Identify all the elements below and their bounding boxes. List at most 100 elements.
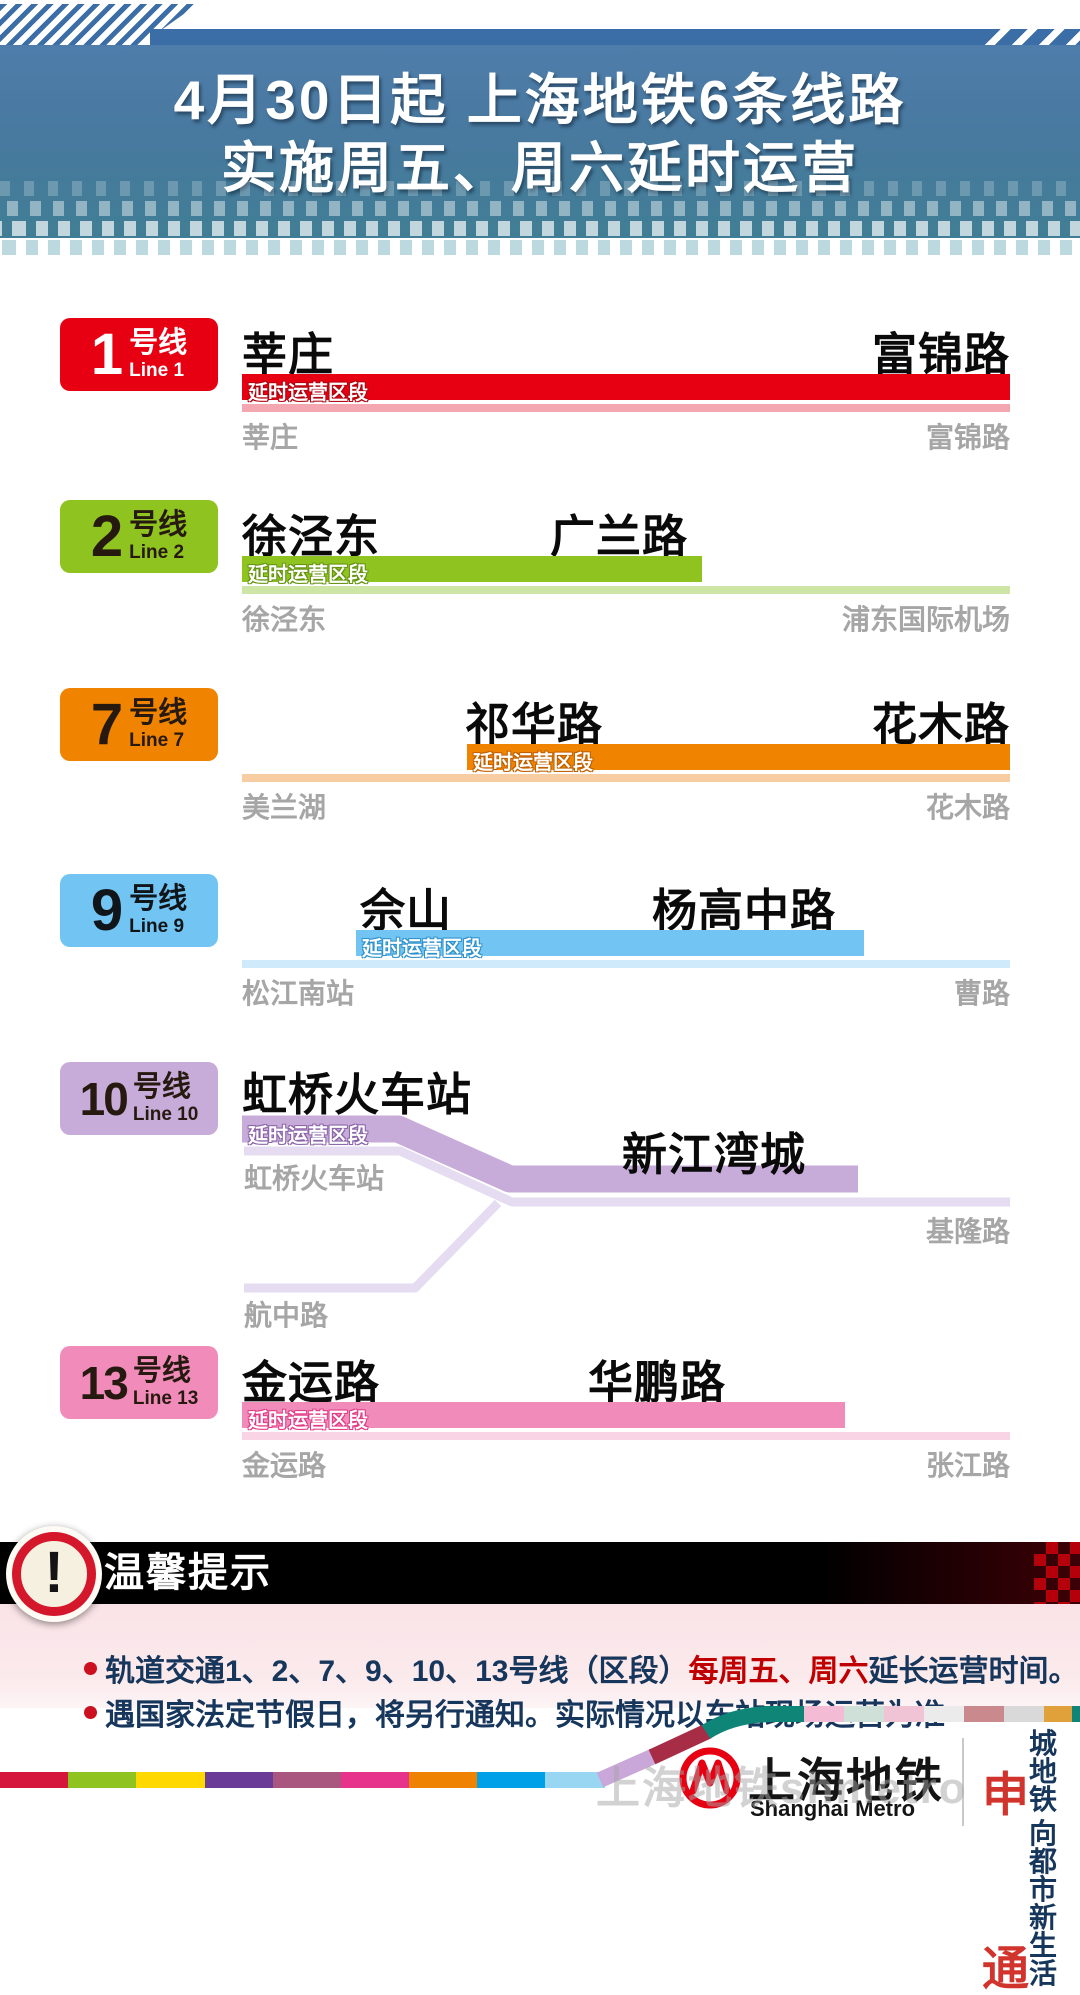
line-sub: Line 1 — [129, 360, 185, 381]
line-unit: 号线 — [129, 327, 188, 359]
terminal-label: 美兰湖 — [242, 792, 327, 823]
header-stripe-bar — [150, 29, 1080, 46]
header-dissolve-row2 — [0, 201, 1080, 216]
notice-title-bar: 温馨提示 — [0, 1542, 1080, 1604]
full-line-bar — [242, 586, 1010, 594]
delayed-segment-bar: 延时运营区段 — [242, 374, 1010, 404]
terminal-label: 基隆路 — [925, 1216, 1010, 1247]
footer-divider — [962, 1738, 964, 1826]
line-unit: 号线 — [129, 883, 188, 915]
segment-label: 延时运营区段 — [248, 564, 368, 586]
delayed-segment-bar: 延时运营区段 — [242, 1402, 845, 1432]
station-name: 金运路 — [242, 1357, 381, 1408]
full-line-bar — [242, 960, 1010, 968]
segment-label: 延时运营区段 — [362, 938, 482, 960]
line-10-branch-diagram — [242, 1115, 1010, 1293]
station-name: 祁华路 — [465, 699, 604, 750]
terminal-label: 曹路 — [953, 978, 1010, 1009]
warning-icon: ! — [6, 1526, 102, 1622]
station-name: 虹桥火车站 — [242, 1069, 473, 1120]
line-13-section: 13 号线 Line 13 金运路 华鹏路 延时运营区段 金运路 张江路 — [60, 1346, 1020, 1486]
bullet-highlight: 每周五、周六 — [688, 1655, 869, 1688]
line-unit: 号线 — [129, 509, 188, 541]
line-sub: Line 9 — [129, 916, 185, 937]
shanghai-metro-logo-icon — [679, 1747, 741, 1809]
line-number: 2 — [90, 503, 124, 569]
bullet-text: 延长运营时间。 — [868, 1655, 1079, 1688]
line-number: 13 — [79, 1356, 129, 1409]
segment-label: 延时运营区段 — [248, 1125, 368, 1147]
line-sub: Line 2 — [129, 542, 185, 563]
terminal-label: 徐泾东 — [242, 604, 327, 635]
slogan-text: 城地铁 — [1029, 1728, 1058, 1815]
slogan-text: 向都市新生活 — [1029, 1818, 1058, 1989]
header-dissolve-row4 — [0, 240, 1080, 255]
line-1-badge: 1 号线 Line 1 — [60, 318, 218, 391]
terminal-label: 莘庄 — [242, 422, 299, 453]
brand-name-english: Shanghai Metro — [750, 1796, 916, 1821]
line-number: 1 — [90, 321, 124, 387]
header-banner: 4月30日起 上海地铁6条线路 实施周五、周六延时运营 — [0, 45, 1080, 238]
full-line-bar — [242, 404, 1010, 412]
station-name: 杨高中路 — [652, 885, 837, 936]
header-dissolve-row1 — [0, 181, 1080, 196]
line-number: 10 — [79, 1072, 129, 1125]
line-9-badge: 9 号线 Line 9 — [60, 874, 218, 947]
notice-title: 温馨提示 — [104, 1551, 272, 1595]
notice-bullet-1: 轨道交通1、2、7、9、10、13号线（区段）每周五、周六延长运营时间。 — [84, 1646, 1078, 1690]
station-name: 莘庄 — [242, 329, 335, 380]
line-10-badge: 10 号线 Line 10 — [60, 1062, 218, 1135]
page-title-line1: 4月30日起 上海地铁6条线路 — [173, 69, 907, 131]
warning-icon-ring — [12, 1532, 96, 1616]
bullet-dot-icon — [84, 1706, 97, 1719]
full-line-bar — [242, 1432, 1010, 1440]
line-number: 7 — [90, 691, 124, 757]
line-unit: 号线 — [129, 697, 188, 729]
full-line-bar — [242, 774, 1010, 782]
line-unit: 号线 — [132, 1071, 191, 1103]
line-13-badge: 13 号线 Line 13 — [60, 1346, 218, 1419]
line-10-section: 10 号线 Line 10 虹桥火车站 新江湾城 延时运营区段 虹桥火车站 基隆… — [0, 1058, 1080, 1343]
line-7-section: 7 号线 Line 7 祁华路 花木路 延时运营区段 美兰湖 花木路 — [60, 688, 1020, 828]
line-9-section: 9 号线 Line 9 佘山 杨高中路 延时运营区段 松江南站 曹路 — [60, 874, 1020, 1014]
station-name: 广兰路 — [550, 511, 689, 562]
line-9-diagram: 佘山 杨高中路 延时运营区段 松江南站 曹路 — [242, 874, 1010, 1014]
line-unit: 号线 — [132, 1355, 191, 1387]
segment-label: 延时运营区段 — [248, 1410, 368, 1432]
delayed-segment-bar: 延时运营区段 — [467, 744, 1010, 774]
station-name: 花木路 — [871, 699, 1010, 750]
header-dissolve-row3 — [0, 221, 1080, 236]
terminal-label: 航中路 — [244, 1300, 329, 1331]
line-2-section: 2 号线 Line 2 徐泾东 广兰路 延时运营区段 徐泾东 浦东国际机场 — [60, 500, 1020, 640]
segment-label: 延时运营区段 — [248, 382, 368, 404]
station-name: 佘山 — [360, 885, 453, 936]
line-7-diagram: 祁华路 花木路 延时运营区段 美兰湖 花木路 — [242, 688, 1010, 828]
delayed-segment-bar: 延时运营区段 — [242, 556, 702, 586]
line-sub: Line 13 — [132, 1388, 199, 1409]
footer-slogan: 申 城地铁 通 向都市新生活 — [982, 1728, 1080, 1993]
brand-name-chinese: 上海地铁 — [748, 1754, 944, 1807]
delayed-segment-bar: 延时运营区段 — [356, 930, 864, 960]
watermark-text: 上海地铁shmetro — [596, 1764, 968, 1813]
line-number: 9 — [90, 877, 124, 943]
station-name: 徐泾东 — [242, 511, 381, 562]
footer-ribbon-decoration — [0, 1706, 1080, 1788]
line-1-section: 1 号线 Line 1 莘庄 富锦路 延时运营区段 莘庄 富锦路 — [60, 318, 1020, 458]
line-1-diagram: 莘庄 富锦路 延时运营区段 莘庄 富锦路 — [242, 318, 1010, 458]
segment-label: 延时运营区段 — [473, 752, 593, 774]
line-2-badge: 2 号线 Line 2 — [60, 500, 218, 573]
terminal-label: 虹桥火车站 — [244, 1163, 385, 1194]
terminal-label: 浦东国际机场 — [841, 604, 1010, 635]
terminal-label: 松江南站 — [242, 978, 355, 1009]
bullet-dot-icon — [84, 1662, 97, 1675]
station-name: 新江湾城 — [622, 1129, 807, 1180]
line-sub: Line 10 — [132, 1104, 199, 1125]
line-13-diagram: 金运路 华鹏路 延时运营区段 金运路 张江路 — [242, 1346, 1010, 1486]
page-title-line2: 实施周五、周六延时运营 — [220, 137, 859, 199]
bullet-text: 轨道交通1、2、7、9、10、13号线（区段） — [105, 1655, 689, 1688]
station-name: 富锦路 — [871, 329, 1010, 380]
line-2-diagram: 徐泾东 广兰路 延时运营区段 徐泾东 浦东国际机场 — [242, 500, 1010, 640]
line-sub: Line 7 — [129, 730, 185, 751]
station-name: 华鹏路 — [588, 1357, 727, 1408]
slogan-big-char: 申 — [982, 1768, 1029, 1821]
